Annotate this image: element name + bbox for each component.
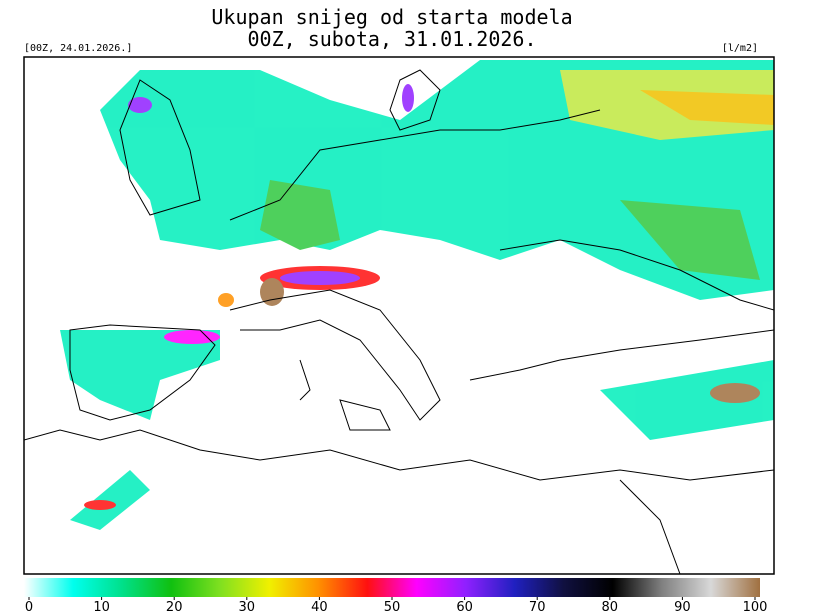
colorbar-tick-label: 90 — [674, 600, 691, 615]
snow-area — [600, 360, 774, 440]
snow-area — [60, 330, 220, 420]
run-label: [00Z, 24.01.2026.] — [24, 43, 132, 54]
subtitle: 00Z, subota, 31.01.2026. — [248, 27, 537, 51]
colorbar-tick-label: 80 — [602, 600, 619, 615]
colorbar — [24, 578, 760, 597]
colorbar-tick-label: 70 — [529, 600, 546, 615]
colorbar-tick-label: 20 — [166, 600, 183, 615]
colorbar-tick-label: 10 — [93, 600, 110, 615]
snow-peak — [280, 271, 360, 285]
snow-peak — [164, 330, 220, 344]
title: Ukupan snijeg od starta modela — [211, 5, 572, 29]
snow-field — [60, 60, 774, 530]
coastlines — [24, 69, 774, 574]
colorbar-tick-label: 40 — [311, 600, 328, 615]
colorbar-tick-label: 100 — [743, 600, 768, 615]
map-frame — [23, 56, 775, 575]
map — [24, 57, 774, 574]
snow-area — [70, 470, 150, 530]
snow-area — [620, 200, 760, 280]
unit-label: [l/m2] — [722, 43, 758, 54]
colorbar-tick-label: 30 — [239, 600, 256, 615]
colorbar-tick-label: 60 — [456, 600, 473, 615]
colorbar-tick-label: 50 — [384, 600, 401, 615]
snow-area — [640, 90, 774, 125]
snow-peak — [84, 500, 116, 510]
colorbar-tick-label: 0 — [25, 600, 33, 615]
snow-peak — [218, 293, 234, 307]
snow-peak — [128, 97, 152, 113]
snow-area — [260, 180, 340, 250]
snow-peak — [402, 84, 414, 112]
snow-peak — [710, 383, 760, 403]
